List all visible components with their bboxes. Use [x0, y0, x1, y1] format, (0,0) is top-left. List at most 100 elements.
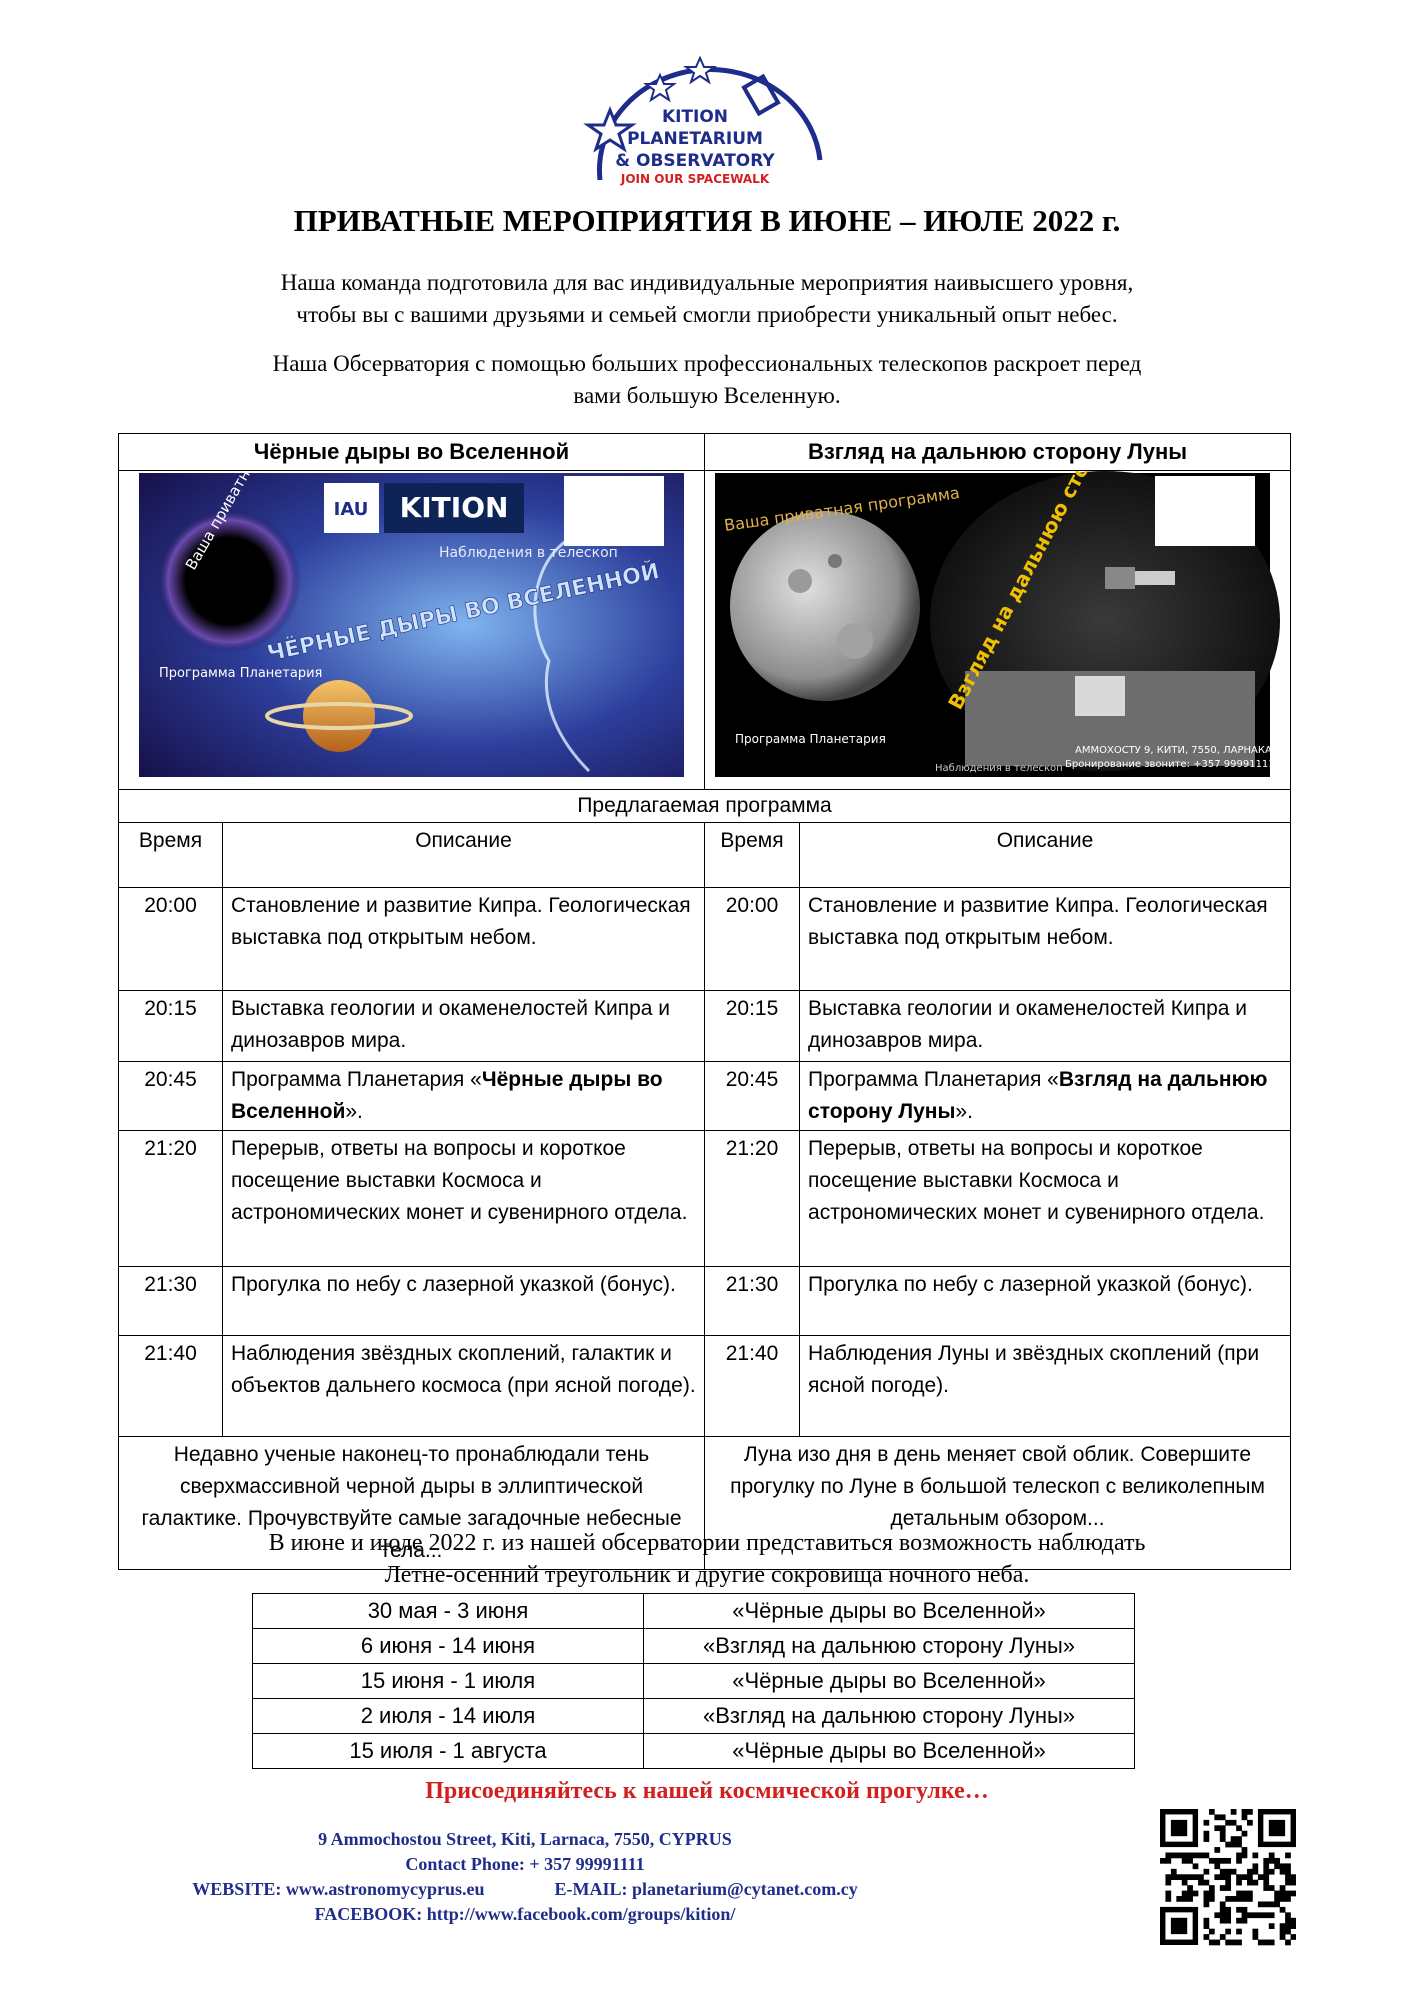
qr-module: [1225, 1885, 1232, 1891]
qr-module: [1219, 1814, 1226, 1821]
description: Прогулка по небу с лазерной указкой (бон…: [799, 1266, 1292, 1336]
qr-module: [1219, 1857, 1226, 1864]
image-cell: Ваша приватная программа Взгляд на дальн…: [704, 349, 1292, 790]
qr-module: [1279, 1906, 1286, 1913]
qr-module: [1285, 1863, 1291, 1870]
qr-module: [1219, 1836, 1226, 1842]
time: 21:30: [118, 1266, 223, 1336]
qr-module: [1203, 1896, 1210, 1902]
qr-module: [1241, 1906, 1248, 1913]
email: E-MAIL: planetarium@cytanet.com.cy: [554, 1879, 858, 1899]
qr-module: [1225, 1928, 1232, 1935]
program: «Чёрные дыры во Вселенной»: [643, 1733, 1135, 1769]
qr-module: [1279, 1934, 1286, 1940]
description-bold: Чёрные дыры во Вселенной: [231, 1068, 663, 1123]
contacts: 9 Ammochostou Street, Kiti, Larnaca, 755…: [0, 1827, 1050, 1927]
qr-module: [1219, 1825, 1226, 1832]
qr-module: [1219, 1901, 1226, 1908]
time: 21:40: [704, 1335, 801, 1437]
qr-module: [1176, 1874, 1183, 1881]
qr-module: [1225, 1841, 1232, 1848]
schedule-row: 15 июня - 1 июля «Чёрные дыры во Вселенно…: [252, 1663, 1135, 1699]
qr-module: [1285, 1939, 1291, 1946]
qr-module: [1181, 1852, 1188, 1859]
qr-module: [1165, 1896, 1172, 1902]
qr-module: [1236, 1917, 1242, 1924]
qr-module: [1225, 1906, 1232, 1913]
qr-module: [1198, 1874, 1204, 1881]
qr-module: [1225, 1819, 1232, 1826]
qr-module: [1257, 1939, 1264, 1946]
qr-module: [1263, 1863, 1270, 1870]
qr-module: [1165, 1879, 1172, 1886]
description-text: Выставка геологии и окаменелостей Кипра …: [808, 997, 1248, 1052]
qr-code: [1160, 1809, 1296, 1946]
qr-module: [1247, 1819, 1253, 1826]
qr-module: [1263, 1879, 1270, 1886]
time: 21:20: [118, 1130, 223, 1267]
program: «Чёрные дыры во Вселенной»: [643, 1663, 1135, 1699]
image-text: Бронирование звоните: +357 99991111: [1065, 759, 1275, 770]
qr-module: [1219, 1830, 1226, 1837]
logo-line: PLANETARIUM: [627, 129, 763, 149]
time: 20:45: [118, 1061, 223, 1131]
qr-module: [1279, 1885, 1286, 1891]
qr-module: [1268, 1819, 1286, 1837]
qr-module: [1241, 1847, 1248, 1853]
qr-module: [1247, 1896, 1253, 1902]
image-cell: IAU KITION Ваша приватная программа Набл…: [117, 371, 706, 790]
qr-module: [1290, 1934, 1296, 1940]
image-text: Наблюдения в телескоп: [935, 763, 1063, 774]
dates: 15 июня - 1 июля: [252, 1663, 644, 1699]
qr-module: [1236, 1825, 1242, 1832]
program-row: 21:40 Наблюдения звёздных скоплений, гала…: [118, 1335, 1292, 1437]
qr-module: [1268, 1901, 1275, 1908]
intro: Наша Обсерватория с помощью больших проф…: [0, 348, 1414, 412]
logo-line: KITION: [662, 107, 728, 127]
intro: Наша команда подготовила для вас индивид…: [0, 267, 1414, 331]
qr-module: [1219, 1885, 1226, 1891]
image-row: IAU KITION Ваша приватная программа Набл…: [117, 349, 1292, 790]
qr-module: [1285, 1923, 1291, 1929]
qr-module: [1230, 1836, 1237, 1842]
logo-tagline: JOIN OUR SPACEWALK: [620, 172, 770, 186]
time: 20:45: [704, 1061, 801, 1131]
description-bold: Взгляд на дальнюю сторону Луны: [808, 1068, 1268, 1123]
program-row: 20:45 Программа Планетария «Чёрные дыры в…: [118, 1061, 1292, 1131]
image-text: KITION: [400, 491, 509, 524]
qr-module: [1279, 1890, 1286, 1897]
qr-module: [1290, 1879, 1296, 1886]
program-table: Чёрные дыры во Вселенной Взгляд на дальн…: [117, 349, 1292, 1570]
description: Выставка геологии и окаменелостей Кипра …: [221, 990, 706, 1062]
dates: 2 июля - 14 июля: [252, 1698, 644, 1734]
subheading-row: Предлагаемая программа: [117, 789, 1292, 823]
qr-module: [1187, 1890, 1193, 1897]
qr-module: [1252, 1863, 1259, 1870]
qr-module: [1236, 1890, 1242, 1897]
qr-module: [1214, 1847, 1221, 1853]
intro-line: Наша команда подготовила для вас индивид…: [280, 270, 1134, 295]
qr-module: [1230, 1841, 1237, 1848]
qr-module: [1252, 1868, 1259, 1875]
time: 21:30: [704, 1266, 801, 1336]
intro-line: вами большую Вселенную.: [573, 383, 841, 408]
qr-module: [1192, 1890, 1199, 1897]
program: «Взгляд на дальнюю сторону Луны»: [643, 1698, 1135, 1734]
qr-module: [1170, 1819, 1188, 1837]
qr-module: [1236, 1874, 1242, 1881]
qr-module: [1274, 1896, 1280, 1902]
qr-module: [1236, 1857, 1242, 1864]
qr-module: [1279, 1868, 1286, 1875]
time-header: Время: [704, 822, 801, 888]
qr-module: [1274, 1863, 1280, 1870]
description-text: Перерыв, ответы на вопросы и короткое по…: [231, 1137, 688, 1224]
qr-module: [1219, 1868, 1226, 1875]
qr-module: [1214, 1863, 1221, 1870]
qr-module: [1257, 1874, 1264, 1881]
qr-module: [1268, 1857, 1275, 1864]
qr-module: [1279, 1863, 1286, 1870]
qr-module: [1263, 1857, 1270, 1864]
website: WEBSITE: www.astronomycyprus.eu: [192, 1879, 485, 1899]
qr-module: [1274, 1857, 1280, 1864]
